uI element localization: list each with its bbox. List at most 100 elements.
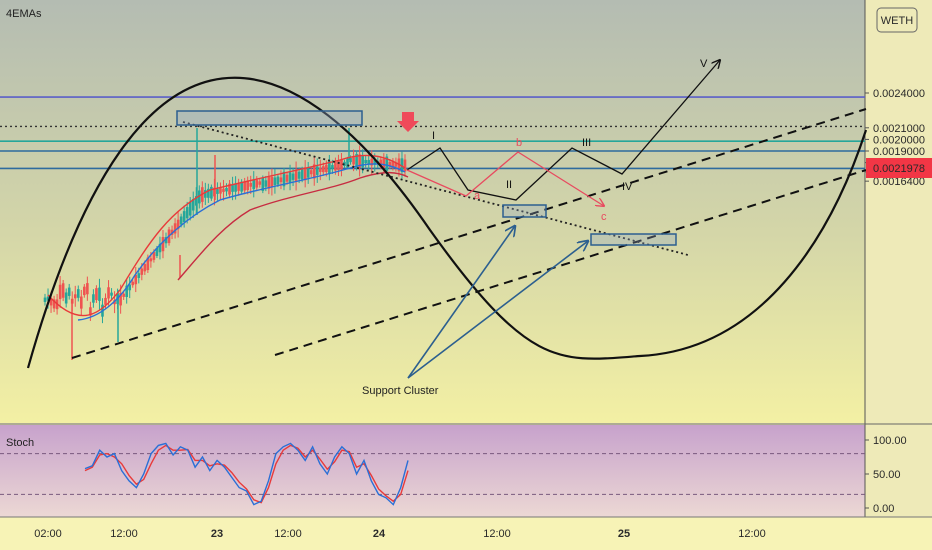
candle-body <box>52 299 56 309</box>
stoch-axis: 100.00 50.00 0.00 <box>865 435 907 515</box>
candle-body <box>285 174 289 182</box>
candle-body <box>149 258 153 262</box>
candle-body <box>264 180 268 187</box>
candle-body <box>185 207 189 219</box>
candle-body <box>358 154 361 168</box>
candle-body <box>58 284 62 300</box>
candle-body <box>225 187 228 192</box>
wave-label-a: a <box>474 190 481 202</box>
sine-cycle-curve <box>26 76 868 369</box>
candle-body <box>158 243 162 253</box>
candle-body <box>388 161 392 166</box>
candle-body <box>349 157 352 163</box>
candle-body <box>73 294 77 299</box>
candle-body <box>110 292 113 296</box>
wave-label-b: b <box>516 137 522 149</box>
candle-body <box>340 159 343 170</box>
candle-body <box>86 283 89 295</box>
candle-body <box>237 183 240 191</box>
candle-body <box>382 158 386 168</box>
candle-body <box>80 296 83 309</box>
candle-body <box>297 171 301 179</box>
price-pane-background <box>0 0 865 423</box>
symbol-badge[interactable] <box>876 7 918 33</box>
candle-body <box>146 257 150 271</box>
candle-body <box>64 292 68 304</box>
candle-body <box>300 169 304 180</box>
ema-medium-line <box>77 163 406 321</box>
symbol-badge-label: WETH <box>881 15 913 27</box>
candle-body <box>222 188 225 192</box>
candle-body <box>131 281 135 286</box>
candle-body <box>243 181 246 191</box>
candle-body <box>161 237 165 252</box>
candle-body <box>122 293 125 297</box>
candle-body <box>234 184 237 192</box>
candle-body <box>204 190 207 198</box>
candle-body <box>216 189 219 194</box>
time-tick-label: 24 <box>373 528 386 540</box>
time-tick-label: 12:00 <box>110 528 138 540</box>
support-cluster-label: Support Cluster <box>362 385 439 397</box>
price-tick-label: 0.0016400 <box>873 176 925 188</box>
candle-body <box>104 297 107 305</box>
candle-body <box>255 179 259 188</box>
candle-body <box>46 296 50 301</box>
candle-body <box>325 164 328 173</box>
stoch-pane <box>0 442 865 506</box>
current-price-label: 0.0021978 <box>873 163 925 175</box>
candle-body <box>228 183 231 195</box>
support-arrow-2 <box>407 241 588 379</box>
price-tick-label: 0.0019000 <box>873 146 925 158</box>
time-axis-background <box>0 517 932 550</box>
candle-body <box>394 162 398 167</box>
price-axis-background <box>865 0 932 517</box>
candle-body <box>279 177 283 183</box>
candle-body <box>309 170 313 175</box>
candle-body <box>318 167 322 172</box>
ema-lines <box>47 154 409 321</box>
candle-body <box>315 166 319 175</box>
ema-slow-line <box>177 171 409 281</box>
wave-label-c: c <box>601 211 607 223</box>
candle-body <box>246 180 249 191</box>
candle-body <box>207 188 210 198</box>
candle-body <box>137 273 141 278</box>
candle-body <box>331 165 334 169</box>
ema-fast-line <box>47 154 406 317</box>
price-tick-label: 0.0024000 <box>873 88 925 100</box>
stoch-label: Stoch <box>6 437 34 449</box>
candle-body <box>361 155 364 168</box>
current-price-tag <box>866 158 932 178</box>
candle-body <box>364 159 367 164</box>
candle-body <box>231 185 234 192</box>
candle-body <box>83 286 86 296</box>
candle-body <box>182 211 186 223</box>
dashed-channel-lower <box>274 169 867 356</box>
price-tick-label: 0.0021000 <box>873 123 925 135</box>
candle-body <box>379 159 383 167</box>
candle-body <box>294 170 298 182</box>
dashed-channel-upper <box>71 108 867 359</box>
wave-label-iv: IV <box>622 181 633 193</box>
stoch-tick-label: 50.00 <box>873 469 901 481</box>
candle-body <box>400 158 404 173</box>
candle-body <box>273 177 277 186</box>
candle-body <box>92 294 95 303</box>
candle-body <box>352 156 355 165</box>
candle-body <box>322 166 325 173</box>
candle-body <box>403 159 407 172</box>
candle-body <box>276 176 280 185</box>
stoch-k-line <box>84 442 409 506</box>
candle-body <box>249 182 253 187</box>
candle-body <box>385 156 389 171</box>
horizontal-levels <box>0 96 865 170</box>
time-tick-label: 25 <box>618 528 630 540</box>
price-tick-label: 0.0020000 <box>873 134 925 146</box>
candle-body <box>391 160 395 168</box>
indicator-label: 4EMAs <box>6 8 42 20</box>
candle-body <box>252 179 256 190</box>
impulse-wave-path <box>406 60 720 201</box>
